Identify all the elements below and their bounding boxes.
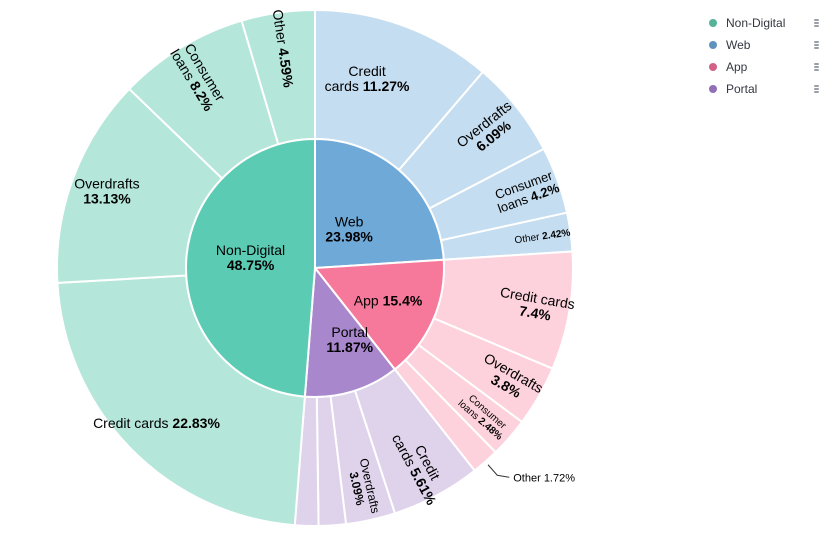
legend-options-icon[interactable] [814,85,819,93]
label-non-digital: Non-Digital 48.75% [216,242,285,273]
legend-item-web[interactable]: Web [706,34,821,56]
legend-options-icon[interactable] [814,63,819,71]
label-web: Web 23.98% [325,213,373,244]
label-app: App 15.4% [354,292,423,308]
label-non-digital-overdrafts: Overdrafts 13.13% [74,175,139,206]
legend-item-app[interactable]: App [706,56,821,78]
label-non-digital-credit-cards: Credit cards 22.83% [93,415,220,431]
legend-item-non-digital[interactable]: Non-Digital [706,12,821,34]
legend-label: Portal [726,82,758,96]
legend-label: App [726,60,748,74]
legend-swatch [709,85,717,93]
legend-item-portal[interactable]: Portal [706,78,821,100]
callout-line [487,464,510,478]
legend-swatch [709,63,717,71]
label-web-other: Other 2.42% [514,228,571,247]
legend-options-icon[interactable] [814,41,819,49]
label-non-digital-other: Other 4.59% [270,8,297,89]
legend-options-icon[interactable] [814,19,819,27]
sector-non-digital[interactable] [185,137,316,398]
sector-web[interactable] [314,137,445,270]
legend-swatch [709,41,717,49]
legend-label: Web [726,38,751,52]
legend: Non-Digital Web App Portal [706,12,821,100]
label-app-other: Other 1.72% [513,472,575,484]
legend-label: Non-Digital [726,16,786,30]
label-web-credit-cards: Credit cards 11.27% [325,63,410,94]
legend-swatch [709,19,717,27]
label-portal: Portal 11.87% [326,324,373,355]
